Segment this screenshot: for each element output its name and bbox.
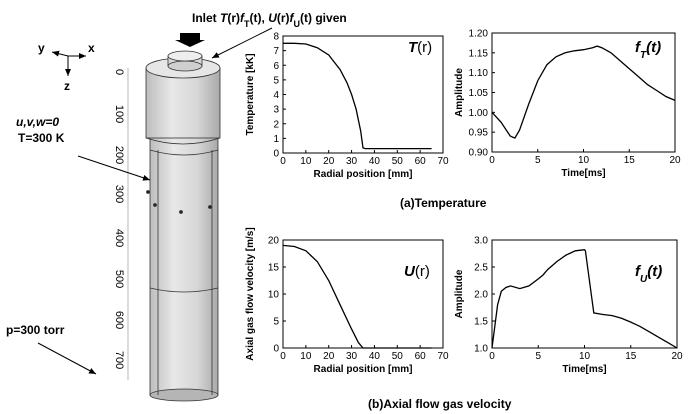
x-tick-label: 0 <box>280 351 286 362</box>
axis-y: y <box>38 41 45 55</box>
y-tick-label: 7 <box>273 46 279 57</box>
x-axis-label: Time[ms] <box>561 168 605 179</box>
wall-temp: T=300 K <box>18 131 65 145</box>
x-tick-label: 60 <box>415 351 427 362</box>
y-axis-label: Axial gas flow velocity [m/s] <box>245 227 256 360</box>
x-axis-label: Radial position [mm] <box>314 364 413 375</box>
y-tick-label: 6 <box>273 61 279 72</box>
x-tick-label: 5 <box>535 351 541 362</box>
y-axis-label: Temperature [kK] <box>245 53 256 135</box>
x-axis-label: Time[ms] <box>562 364 606 375</box>
y-tick-label: 2.0 <box>474 290 488 301</box>
ruler-label: 500 <box>113 270 125 288</box>
data-line <box>283 43 432 148</box>
figure: Inlet T(r)fT(t), U(r)fU(t) given u,v,w=0… <box>0 0 695 414</box>
x-tick-label: 15 <box>624 155 636 166</box>
ruler-label: 600 <box>113 311 125 329</box>
ruler-label: 100 <box>113 105 125 123</box>
axes-triad <box>52 52 86 76</box>
y-tick-label: 1.00 <box>469 108 489 119</box>
title-part: (t) <box>647 263 662 280</box>
x-tick-label: 20 <box>323 156 335 167</box>
y-tick-label: 1.15 <box>469 48 489 59</box>
y-tick-label: 1.10 <box>469 68 489 79</box>
y-tick-label: 3 <box>273 105 279 116</box>
x-tick-label: 10 <box>579 351 591 362</box>
y-tick-label: 0 <box>273 149 279 160</box>
caption: (b)Axial flow gas velocity <box>368 397 512 411</box>
x-tick-label: 40 <box>369 351 381 362</box>
y-tick-label: 0 <box>273 344 279 355</box>
x-tick-label: 0 <box>489 351 495 362</box>
x-tick-label: 0 <box>280 156 286 167</box>
x-axis-label: Radial position [mm] <box>314 169 413 180</box>
y-axis-label: Amplitude <box>454 68 465 117</box>
inlet-label: Inlet T(r)fT(t), U(r)fU(t) given <box>192 11 347 29</box>
y-tick-label: 1.5 <box>474 317 488 328</box>
inlet-part: (r) <box>277 11 290 25</box>
x-tick-label: 70 <box>437 156 449 167</box>
x-tick-label: 30 <box>346 351 358 362</box>
ruler-label: 700 <box>113 351 125 369</box>
ruler-label: 300 <box>113 185 125 203</box>
chart-title: U(r) <box>404 263 430 280</box>
ruler-label: 0 <box>113 69 125 75</box>
x-tick-label: 20 <box>671 351 683 362</box>
y-tick-label: 1.20 <box>469 29 489 40</box>
x-tick-label: 40 <box>369 156 381 167</box>
x-tick-label: 50 <box>392 156 404 167</box>
plot-frame <box>283 240 443 348</box>
y-tick-label: 10 <box>268 290 280 301</box>
y-axis-label: Amplitude <box>454 269 465 318</box>
title-part: (r) <box>417 39 432 56</box>
chart-title: fU(t) <box>635 263 662 285</box>
x-tick-label: 20 <box>323 351 335 362</box>
y-tick-label: 3.0 <box>474 236 488 247</box>
x-tick-label: 60 <box>415 156 427 167</box>
x-tick-label: 15 <box>625 351 637 362</box>
x-tick-label: 20 <box>669 155 681 166</box>
inlet-arrow <box>175 33 205 47</box>
y-tick-label: 15 <box>268 263 280 274</box>
x-tick-label: 30 <box>346 156 358 167</box>
y-tick-label: 5 <box>273 317 279 328</box>
y-tick-label: 1 <box>273 134 279 145</box>
x-tick-label: 10 <box>300 156 312 167</box>
title-part: (t) <box>646 39 661 56</box>
y-tick-label: 1.0 <box>474 344 488 355</box>
x-tick-label: 10 <box>578 155 590 166</box>
ruler-label: 200 <box>113 146 125 164</box>
ruler-label: 400 <box>113 229 125 247</box>
inlet-part: (t) given <box>300 11 347 25</box>
y-tick-label: 8 <box>273 32 279 43</box>
y-tick-label: 0.90 <box>469 148 489 159</box>
y-tick-label: 4 <box>273 90 279 101</box>
data-line <box>283 245 432 348</box>
y-tick-label: 20 <box>268 236 280 247</box>
x-tick-label: 0 <box>489 155 495 166</box>
y-tick-label: 2 <box>273 119 279 130</box>
axis-x: x <box>88 41 95 55</box>
x-tick-label: 50 <box>392 351 404 362</box>
x-tick-label: 10 <box>300 351 312 362</box>
y-tick-label: 2.5 <box>474 263 488 274</box>
inlet-part: Inlet <box>192 11 220 25</box>
chart-title: fT(t) <box>635 39 661 61</box>
inlet-part: U <box>268 11 277 25</box>
axis-z: z <box>64 79 70 93</box>
y-tick-label: 0.95 <box>469 128 489 139</box>
y-tick-label: 5 <box>273 75 279 86</box>
cylinder <box>146 51 220 401</box>
data-line <box>492 46 675 138</box>
title-part: (r) <box>415 263 430 280</box>
wall-bc: u,v,w=0 <box>16 115 59 129</box>
x-tick-label: 5 <box>535 155 541 166</box>
outlet-bc: p=300 torr <box>6 323 65 337</box>
x-tick-label: 70 <box>437 351 449 362</box>
y-tick-label: 1.05 <box>469 88 489 99</box>
inlet-part: (t), <box>250 11 269 25</box>
chart-title: T(r) <box>408 39 432 56</box>
caption: (a)Temperature <box>400 196 487 210</box>
inlet-part: (r) <box>227 11 240 25</box>
